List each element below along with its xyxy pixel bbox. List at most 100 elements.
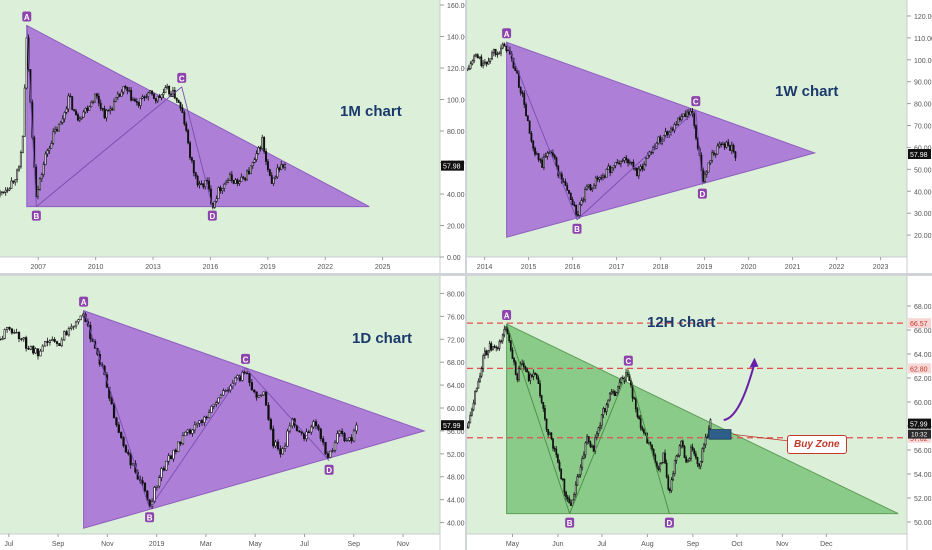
time-axis[interactable] [0,534,440,550]
pattern-leg-line[interactable] [181,86,213,207]
point-label-c[interactable]: C [691,96,701,107]
plot-area-1w[interactable]: A B C D [467,28,817,238]
candle [338,429,341,437]
candle [166,83,169,90]
price-level-tag [908,318,931,329]
candle [122,86,125,95]
pattern-leg-line[interactable] [627,369,670,514]
pattern-leg-line[interactable] [506,42,578,220]
candle [10,327,14,335]
candle [600,174,603,181]
time-axis[interactable] [467,534,907,550]
point-label-c[interactable]: C [623,355,633,367]
candle [39,348,42,357]
horizontal-divider[interactable] [0,273,932,276]
candle [545,418,548,433]
candle [696,456,699,467]
candle [474,390,476,406]
candle [534,372,537,376]
chart-title-1d: 1D chart [352,330,413,347]
candle [664,127,667,137]
candle [589,183,592,191]
plot-area-12h[interactable]: A B C D [467,310,907,528]
x-tick-label: Sep [348,541,361,548]
pattern-leg-line[interactable] [36,86,183,207]
buy-zone-box[interactable] [708,429,732,440]
point-label-c[interactable]: C [177,72,187,84]
pattern-leg-line[interactable] [83,310,151,509]
point-label-b[interactable]: B [145,512,155,523]
candle [471,407,473,417]
candle [645,156,647,167]
candle [67,93,70,113]
pattern-triangle[interactable] [83,309,426,529]
pattern-leg-line[interactable] [569,369,629,514]
candle [475,387,478,393]
arrow-head-icon [749,357,759,368]
time-axis[interactable] [0,257,440,273]
price-axis[interactable] [440,0,465,273]
price-axis[interactable] [440,276,465,550]
svg-text:B: B [574,225,580,234]
candle [164,85,167,93]
candle [667,474,670,491]
point-label-b[interactable]: B [565,517,575,529]
candle [234,178,237,184]
time-axis[interactable] [467,257,907,273]
point-label-a[interactable]: A [22,11,32,22]
candle [23,84,26,137]
point-label-d[interactable]: D [324,464,334,476]
candle [704,433,707,448]
price-axis[interactable] [907,0,932,273]
candle [73,108,76,112]
candle [207,409,211,419]
candle [503,325,506,338]
candle [67,326,71,337]
chart-title-1m: 1M chart [340,103,402,120]
candle [516,69,519,75]
candle [127,449,130,456]
candle [469,411,472,424]
candle [25,37,28,90]
candle [3,328,6,340]
point-label-d[interactable]: D [697,188,707,200]
pattern-leg-line[interactable] [576,109,697,221]
point-label-b[interactable]: B [572,223,582,235]
point-label-d[interactable]: D [664,517,674,529]
plot-area-1d[interactable]: A B C D [0,296,426,529]
candle [270,171,273,184]
point-label-d[interactable]: D [207,210,217,222]
up-arrow[interactable] [723,363,756,421]
point-label-c[interactable]: C [241,353,251,365]
pattern-leg-line[interactable] [695,110,703,185]
pattern-leg-line[interactable] [149,367,246,509]
candle [607,163,610,170]
y-tick-label: 80.00 [914,102,932,109]
candle [620,376,623,385]
pattern-leg-line[interactable] [506,323,571,514]
candle [221,188,224,195]
candle [210,405,213,413]
candle [190,156,193,164]
candle [623,156,626,164]
point-label-a[interactable]: A [502,28,512,39]
point-label-a[interactable]: A [79,296,89,308]
candle [690,444,692,462]
pattern-leg-line[interactable] [245,367,330,461]
point-label-b[interactable]: B [31,210,41,222]
pattern-triangle[interactable] [506,323,899,515]
pattern-leg-line[interactable] [26,25,37,207]
candle [90,100,93,108]
candle [542,401,545,412]
candle [343,432,346,443]
point-label-a[interactable]: A [502,310,512,321]
y-tick-label: 70.00 [914,124,932,131]
candle [213,200,216,209]
candle [236,374,239,380]
plot-area-1m[interactable]: A B C D [0,11,370,222]
price-axis[interactable] [907,276,932,550]
pattern-triangle[interactable] [26,24,370,208]
candle [217,397,220,405]
candle [498,51,501,55]
candle [589,440,592,449]
